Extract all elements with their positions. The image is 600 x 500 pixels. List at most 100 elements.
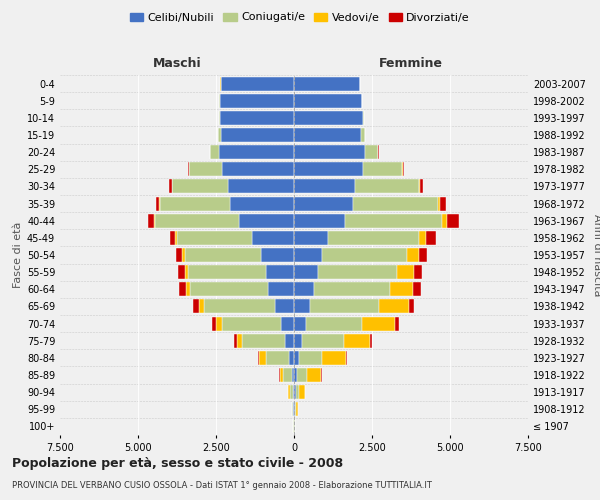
Bar: [322, 248, 407, 262]
Bar: [222, 316, 281, 330]
Bar: [293, 385, 294, 399]
Bar: [148, 214, 154, 228]
Bar: [296, 385, 299, 399]
Bar: [266, 351, 289, 365]
Bar: [154, 214, 155, 228]
Bar: [295, 402, 296, 416]
Bar: [294, 300, 310, 314]
Bar: [296, 402, 298, 416]
Bar: [294, 231, 328, 245]
Bar: [193, 300, 199, 314]
Text: Popolazione per età, sesso e stato civile - 2008: Popolazione per età, sesso e stato civil…: [12, 458, 343, 470]
Bar: [362, 316, 395, 330]
Bar: [220, 111, 294, 125]
Bar: [293, 402, 294, 416]
Bar: [390, 282, 413, 296]
Bar: [294, 128, 361, 142]
Bar: [307, 368, 322, 382]
Bar: [299, 385, 305, 399]
Bar: [280, 368, 283, 382]
Bar: [220, 94, 294, 108]
Bar: [446, 214, 459, 228]
Bar: [294, 162, 362, 176]
Bar: [310, 300, 379, 314]
Bar: [322, 351, 346, 365]
Bar: [221, 76, 294, 90]
Bar: [294, 76, 360, 90]
Bar: [363, 111, 364, 125]
Bar: [268, 282, 294, 296]
Bar: [175, 231, 177, 245]
Bar: [155, 214, 239, 228]
Bar: [222, 162, 294, 176]
Bar: [294, 282, 314, 296]
Bar: [294, 248, 322, 262]
Y-axis label: Anni di nascita: Anni di nascita: [592, 214, 600, 296]
Bar: [419, 180, 420, 194]
Bar: [290, 385, 293, 399]
Bar: [395, 316, 398, 330]
Bar: [281, 316, 294, 330]
Bar: [186, 282, 190, 296]
Bar: [257, 351, 259, 365]
Bar: [211, 145, 219, 159]
Bar: [314, 282, 390, 296]
Bar: [318, 265, 397, 279]
Bar: [239, 214, 294, 228]
Bar: [179, 282, 186, 296]
Bar: [230, 196, 294, 210]
Bar: [218, 128, 221, 142]
Bar: [266, 265, 294, 279]
Bar: [234, 334, 236, 347]
Bar: [261, 248, 294, 262]
Bar: [346, 351, 347, 365]
Bar: [292, 402, 293, 416]
Bar: [216, 316, 222, 330]
Bar: [285, 334, 294, 347]
Bar: [294, 316, 306, 330]
Bar: [160, 196, 230, 210]
Bar: [294, 402, 295, 416]
Bar: [294, 94, 362, 108]
Bar: [437, 196, 440, 210]
Bar: [178, 265, 185, 279]
Bar: [346, 214, 442, 228]
Bar: [403, 162, 404, 176]
Text: Maschi: Maschi: [152, 57, 202, 70]
Bar: [169, 180, 172, 194]
Bar: [296, 368, 307, 382]
Bar: [219, 145, 294, 159]
Bar: [306, 316, 362, 330]
Legend: Celibi/Nubili, Coniugati/e, Vedovi/e, Divorziati/e: Celibi/Nubili, Coniugati/e, Vedovi/e, Di…: [125, 8, 475, 27]
Bar: [205, 300, 275, 314]
Bar: [292, 368, 294, 382]
Bar: [199, 300, 205, 314]
Bar: [185, 265, 188, 279]
Bar: [294, 214, 346, 228]
Bar: [252, 231, 294, 245]
Bar: [229, 180, 294, 194]
Bar: [190, 162, 222, 176]
Bar: [283, 368, 292, 382]
Bar: [185, 248, 261, 262]
Bar: [409, 300, 414, 314]
Bar: [155, 196, 159, 210]
Bar: [328, 231, 419, 245]
Bar: [289, 385, 290, 399]
Bar: [176, 248, 182, 262]
Bar: [401, 162, 403, 176]
Bar: [299, 351, 322, 365]
Bar: [407, 248, 419, 262]
Bar: [426, 231, 436, 245]
Bar: [361, 128, 365, 142]
Bar: [294, 111, 363, 125]
Bar: [294, 385, 296, 399]
Bar: [294, 351, 299, 365]
Bar: [177, 231, 252, 245]
Text: PROVINCIA DEL VERBANO CUSIO OSSOLA - Dati ISTAT 1° gennaio 2008 - Elaborazione T: PROVINCIA DEL VERBANO CUSIO OSSOLA - Dat…: [12, 481, 432, 490]
Bar: [440, 196, 446, 210]
Bar: [419, 231, 426, 245]
Bar: [294, 265, 318, 279]
Bar: [362, 162, 401, 176]
Bar: [172, 180, 229, 194]
